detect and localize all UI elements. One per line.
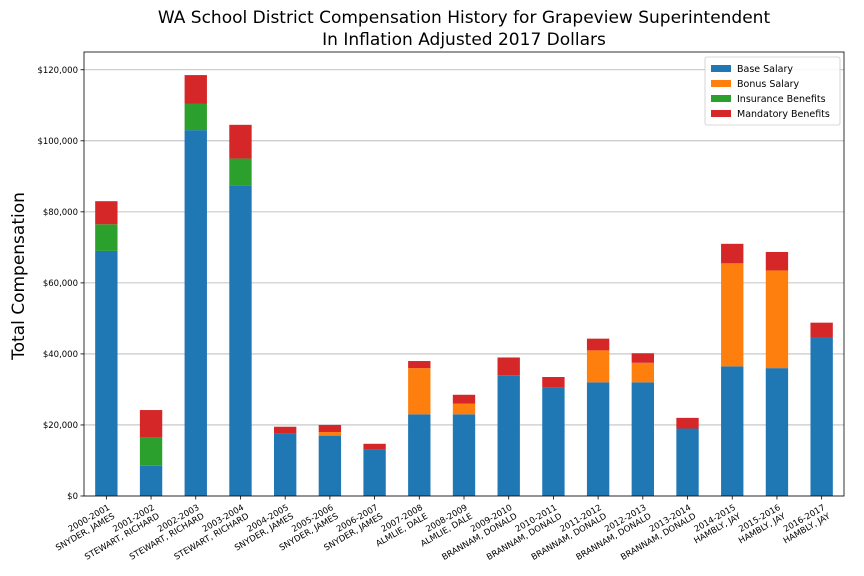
- bar-base-salary: [363, 449, 386, 496]
- bar-base-salary: [274, 433, 297, 496]
- legend-box: [704, 56, 841, 126]
- chart-subtitle: In Inflation Adjusted 2017 Dollars: [322, 30, 606, 50]
- legend-swatch: [711, 80, 731, 87]
- x-tick-label: 2016-2017HAMBLY, JAY: [777, 503, 833, 547]
- bar-insurance-benefits: [139, 437, 163, 466]
- bar-base-salary: [542, 387, 565, 496]
- bar-mandatory-benefits: [631, 353, 654, 363]
- bar-bonus-salary: [631, 362, 654, 383]
- bar-base-salary: [95, 250, 118, 496]
- bar-mandatory-benefits: [452, 394, 476, 404]
- bar-mandatory-benefits: [95, 201, 118, 225]
- y-tick-label: $40,000: [43, 350, 78, 360]
- bar-bonus-salary: [765, 270, 789, 369]
- bar-mandatory-benefits: [184, 75, 207, 104]
- bar-mandatory-benefits: [497, 357, 520, 376]
- bar-bonus-salary: [408, 368, 431, 415]
- bar-mandatory-benefits: [676, 417, 699, 429]
- bar-base-salary: [229, 185, 252, 496]
- bar-mandatory-benefits: [229, 124, 252, 159]
- bar-base-salary: [631, 382, 654, 496]
- bar-base-salary: [765, 368, 789, 496]
- bar-mandatory-benefits: [721, 243, 744, 264]
- bar-bonus-salary: [452, 403, 476, 415]
- legend-swatch: [711, 95, 731, 102]
- bar-base-salary: [810, 337, 833, 496]
- bar-insurance-benefits: [184, 103, 207, 131]
- bar-mandatory-benefits: [318, 424, 342, 433]
- legend-label: Insurance Benefits: [737, 94, 826, 105]
- bar-base-salary: [184, 130, 207, 497]
- bar-mandatory-benefits: [363, 443, 386, 450]
- legend-swatch: [711, 65, 731, 72]
- bar-base-salary: [497, 375, 520, 496]
- bar-mandatory-benefits: [274, 426, 297, 434]
- bar-bonus-salary: [318, 432, 342, 436]
- legend-label: Bonus Salary: [737, 79, 800, 90]
- x-tick-label: 2014-2015HAMBLY, JAY: [687, 503, 743, 547]
- bar-mandatory-benefits: [139, 410, 163, 438]
- legend-label: Mandatory Benefits: [737, 109, 830, 120]
- y-tick-label: $120,000: [37, 66, 78, 76]
- bar-base-salary: [586, 382, 610, 496]
- bar-base-salary: [452, 414, 476, 496]
- bar-insurance-benefits: [229, 158, 252, 186]
- bar-mandatory-benefits: [408, 361, 431, 369]
- bar-insurance-benefits: [95, 224, 118, 251]
- bar-bonus-salary: [721, 263, 744, 367]
- legend-label: Base Salary: [737, 64, 793, 75]
- y-tick-label: $20,000: [43, 421, 78, 431]
- y-tick-label: $60,000: [43, 279, 78, 289]
- bar-mandatory-benefits: [810, 322, 833, 338]
- bar-bonus-salary: [586, 350, 610, 383]
- legend-swatch: [711, 110, 731, 117]
- axes-frame: [83, 51, 845, 497]
- chart-title: WA School District Compensation History …: [157, 8, 771, 28]
- bar-base-salary: [318, 435, 342, 496]
- y-tick-label: $80,000: [43, 208, 78, 218]
- bar-mandatory-benefits: [765, 251, 789, 271]
- bar-mandatory-benefits: [586, 338, 610, 351]
- bar-mandatory-benefits: [542, 377, 565, 388]
- y-tick-label: $100,000: [37, 137, 78, 147]
- bar-base-salary: [721, 366, 744, 496]
- y-tick-label: $0: [67, 492, 78, 502]
- bar-base-salary: [139, 465, 163, 496]
- x-tick-label: 2015-2016HAMBLY, JAY: [732, 503, 788, 547]
- bar-base-salary: [408, 414, 431, 496]
- bar-base-salary: [676, 428, 699, 496]
